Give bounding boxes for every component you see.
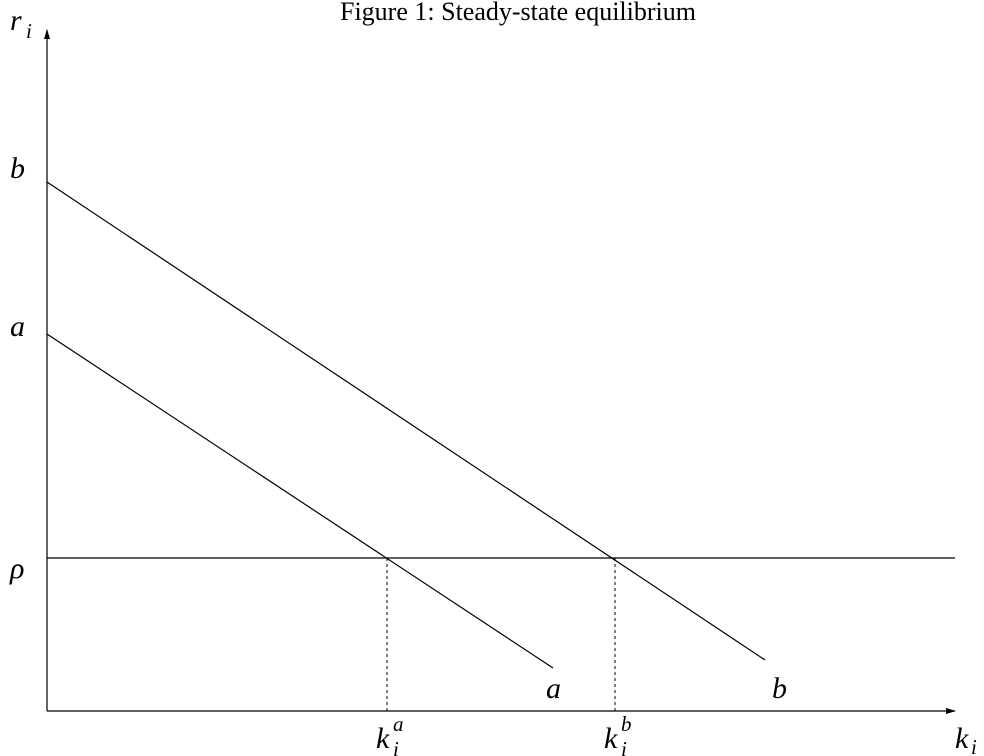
x-axis-subscript: i (971, 735, 977, 756)
curve-a (46, 333, 554, 669)
curve-label: a (546, 672, 561, 705)
y-label: b (10, 152, 25, 185)
y-axis-symbol: r (10, 4, 22, 37)
x-label-superscript: b (621, 712, 632, 736)
y-label: ρ (9, 552, 24, 585)
y-axis-subscript: i (26, 19, 32, 43)
x-label-symbol: k (376, 722, 390, 755)
x-label-subscript: i (621, 737, 627, 756)
title: Figure 1: Steady-state equilibrium (340, 0, 696, 26)
curve-label: b (772, 672, 787, 705)
x-label-subscript: i (393, 737, 399, 756)
y-label: a (10, 310, 25, 343)
x-label-symbol: k (604, 722, 618, 755)
x-axis-symbol: k (955, 722, 969, 755)
curve-b (46, 181, 766, 661)
x-label-superscript: a (393, 712, 404, 736)
